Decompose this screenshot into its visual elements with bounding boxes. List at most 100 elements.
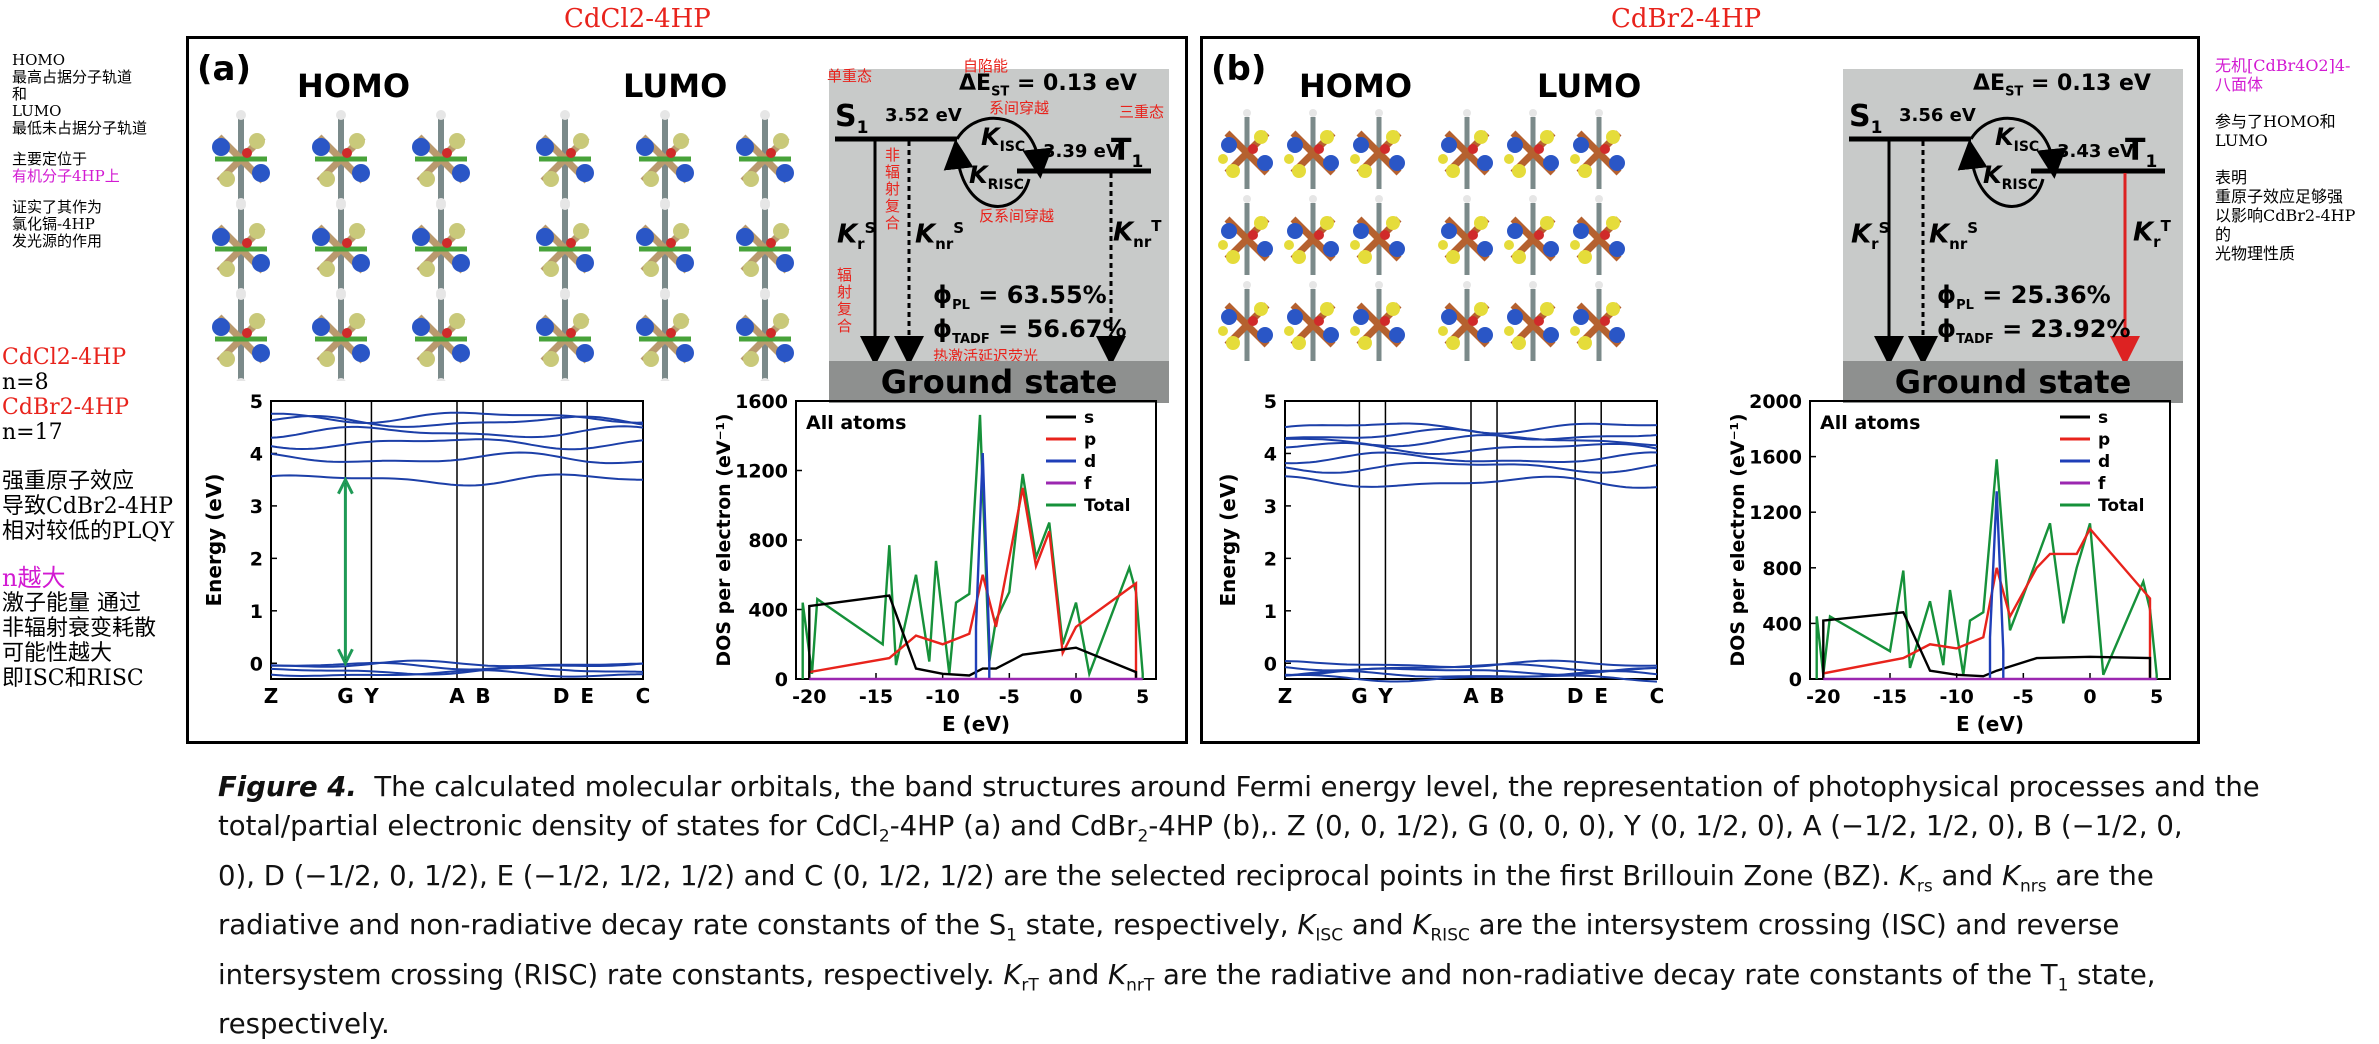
- panel-b-band-chart: Z G Y A B D E C 0 1 2 3 4 5 Energy (eV): [1216, 391, 1664, 708]
- panel-b-t1-energy: 3.43 eV: [2057, 141, 2134, 162]
- left-notes: HOMO 最高占据分子轨道 和 LUMO 最低未占据分子轨道 主要定位于 有机分…: [12, 51, 148, 250]
- y-tick-label: 5: [250, 391, 263, 413]
- panel-a-band-chart: Z G Y A B D E C 0 1 2 3 4 5 Energy (eV): [202, 391, 651, 708]
- band-line: [1284, 442, 1658, 456]
- dos-series-d: [1988, 491, 2005, 679]
- y-axis-label: DOS per electron (eV⁻¹): [1727, 413, 1749, 666]
- x-tick-label: -20: [1806, 686, 1840, 708]
- panel-a-energy-diagram: ΔEST = 0.13 eV S1 3.52 eV T1 3.39 eV KIS…: [829, 69, 1169, 403]
- panel-a-cn-triplet: 三重态: [1119, 103, 1165, 121]
- panel-a-phipl: ϕPL = 63.55%: [933, 281, 1107, 313]
- kpoint-label: Y: [363, 684, 379, 708]
- panel-b-knr: KnrS: [1929, 219, 1979, 253]
- x-tick-label: 0: [1069, 686, 1082, 708]
- kpoint-label: G: [337, 684, 353, 708]
- y-tick-label: 3: [250, 496, 263, 518]
- y-tick-label: 800: [1762, 558, 1802, 580]
- y-tick-label: 1600: [1749, 447, 1802, 469]
- y-tick-label: 3: [1264, 496, 1277, 518]
- panel-a-dos-chart: -20 -15 -10 -5 0 5 0 400 800 1200 1600 E (eV) DOS pe…: [713, 391, 1157, 736]
- right-notes: 无机[CdBr4O2]4- 八面体 参与了HOMO和LUMO 表明 重原子效应足…: [2215, 56, 2356, 263]
- panel-b-dos-chart: -20 -15 -10 -5 0 5 0 400 800 1200 1600 2000 E (eV) DO…: [1727, 391, 2171, 736]
- panel-a-cn-self: 自陷能: [963, 57, 1009, 75]
- x-tick-label: -15: [859, 686, 893, 708]
- band-line: [1284, 461, 1658, 474]
- y-tick-label: 2: [250, 548, 263, 570]
- y-tick-label: 1200: [735, 461, 788, 483]
- title-left: CdCl2-4HP: [564, 4, 711, 34]
- x-tick-label: 5: [2150, 686, 2163, 708]
- panel-b-kisc: KISC: [1995, 123, 2040, 155]
- panel-a-s1-energy: 3.52 eV: [885, 105, 962, 126]
- dos-series-d: [974, 453, 991, 679]
- band-line: [1285, 434, 1658, 448]
- y-tick-label: 5: [1264, 391, 1277, 413]
- left-notes-large: CdCl2-4HP n=8 CdBr2-4HP n=17 强重原子效应 导致Cd…: [2, 345, 174, 691]
- x-tick-label: -20: [792, 686, 826, 708]
- title-right: CdBr2-4HP: [1611, 4, 1762, 34]
- legend-label: s: [1084, 408, 1094, 428]
- panel-a-cn-isc: 系间穿越: [989, 99, 1050, 117]
- legend-label: Total: [2098, 496, 2144, 516]
- kpoint-label: Z: [1278, 684, 1293, 708]
- y-axis-label: DOS per electron (eV⁻¹): [713, 413, 735, 666]
- panel-b-label: (b): [1211, 49, 1267, 89]
- band-line: [270, 473, 643, 487]
- panel-b-krisc: KRISC: [1983, 161, 2038, 193]
- legend-label: s: [2098, 408, 2108, 428]
- gap-arrow-head-bottom: [337, 648, 354, 667]
- kpoint-label: G: [1351, 684, 1367, 708]
- kpoint-label: D: [553, 684, 570, 708]
- x-tick-label: -5: [2013, 686, 2034, 708]
- kpoint-label: E: [1594, 684, 1608, 708]
- panel-a-homo-image: [201, 109, 479, 381]
- panel-b-phipl: ϕPL = 25.36%: [1937, 281, 2111, 313]
- panel-a-cn-risc: 反系间穿越: [979, 207, 1055, 225]
- panel-b-t1: T1: [2125, 133, 2158, 172]
- panel-b-lumo-image: [1433, 109, 1633, 371]
- panel-b-s1-energy: 3.56 eV: [1899, 105, 1976, 126]
- panel-a-label: (a): [197, 49, 252, 89]
- panel-a-lumo-image: [525, 109, 803, 381]
- x-tick-label: 0: [2083, 686, 2096, 708]
- panel-b-phitadf: ϕTADF = 23.92%: [1937, 315, 2131, 347]
- band-line: [1284, 451, 1658, 465]
- y-tick-label: 4: [1264, 443, 1277, 465]
- gap-arrow-head-top: [337, 476, 354, 495]
- x-tick-label: -10: [1940, 686, 1974, 708]
- band-line: [270, 438, 644, 451]
- kpoint-label: E: [580, 684, 594, 708]
- panel-b-lumo-title: LUMO: [1537, 67, 1642, 105]
- dos-title: All atoms: [1820, 412, 1920, 434]
- dos-series-s: [1822, 611, 2152, 679]
- y-tick-label: 1: [250, 601, 263, 623]
- kpoint-label: Z: [264, 684, 279, 708]
- band-line: [270, 661, 644, 671]
- y-tick-label: 1600: [735, 391, 788, 413]
- panel-a-homo-title: HOMO: [297, 67, 411, 105]
- panel-a-t1-energy: 3.39 eV: [1043, 141, 1120, 162]
- kpoint-label: C: [636, 684, 651, 708]
- panel-a: (a) HOMO LUMO: [186, 36, 1188, 744]
- y-tick-label: 1200: [1749, 502, 1802, 524]
- panel-b-dest: ΔEST = 0.13 eV: [1973, 71, 2151, 100]
- panel-a-s1: S1: [835, 99, 869, 138]
- panel-b-homo-title: HOMO: [1299, 67, 1413, 105]
- panel-a-phitadf: ϕTADF = 56.67%: [933, 315, 1127, 347]
- panel-a-kr: KrS: [837, 219, 876, 253]
- panel-b-ground-state: Ground state: [1843, 361, 2183, 403]
- band-line: [270, 669, 644, 678]
- legend-label: p: [1084, 430, 1096, 450]
- band-line: [270, 666, 644, 676]
- panel-a-cn-singlet: 单重态: [827, 67, 873, 85]
- legend-label: d: [1084, 452, 1096, 472]
- panel-a-ground-state: Ground state: [829, 361, 1169, 403]
- y-tick-label: 400: [748, 600, 788, 622]
- y-tick-label: 0: [1789, 669, 1802, 691]
- panel-a-knrt: KnrT: [1113, 217, 1162, 251]
- panel-b: (b) HOMO LUMO: [1200, 36, 2200, 744]
- band-line: [1284, 674, 1658, 683]
- panel-b-homo-image: [1213, 109, 1413, 371]
- band-line: [1284, 475, 1658, 489]
- x-tick-label: -15: [1873, 686, 1907, 708]
